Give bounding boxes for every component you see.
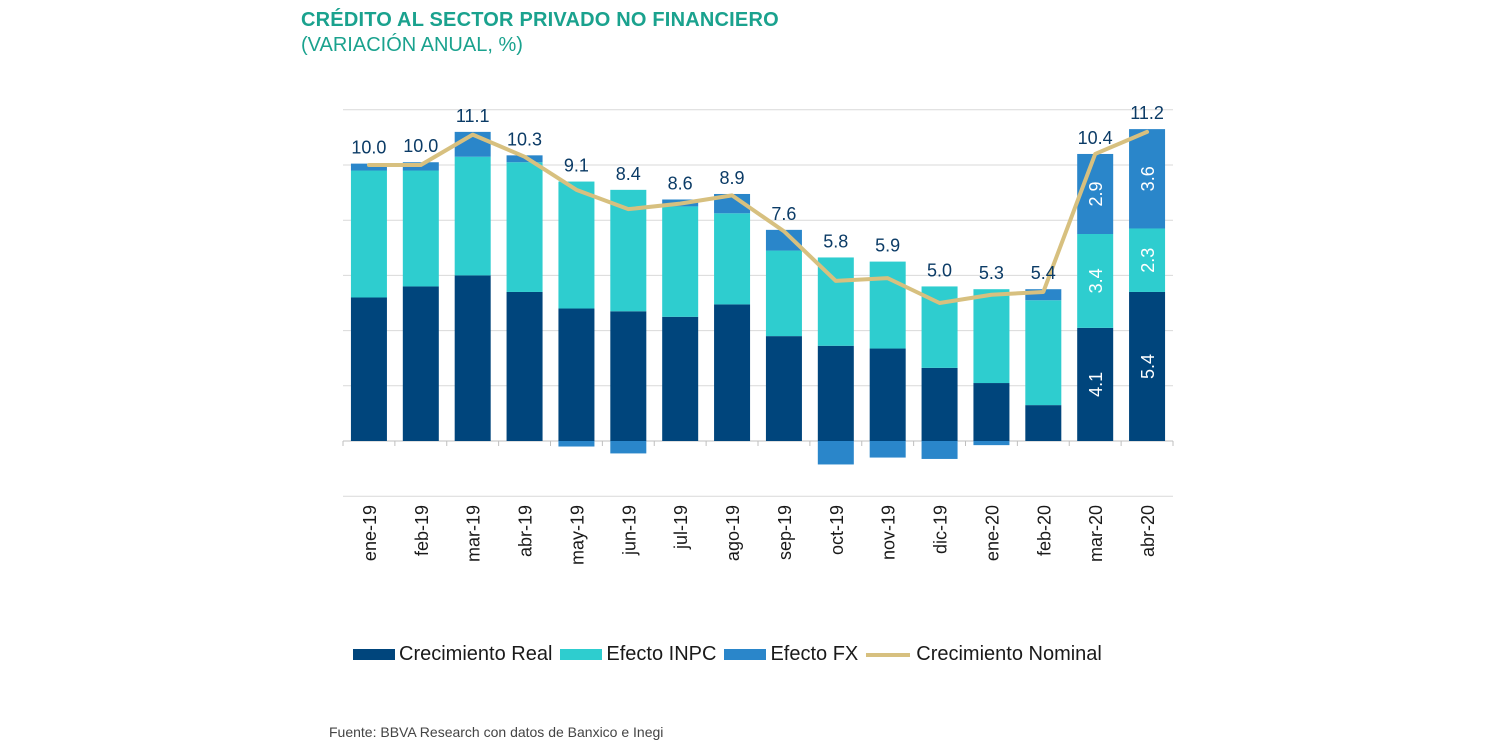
x-tick-label: ene-19 [360, 505, 380, 561]
bar-inpc [350, 170, 387, 298]
bar-inpc [973, 289, 1010, 384]
legend-swatch-inpc [560, 649, 603, 660]
bar-real [765, 336, 802, 441]
chart-title: CRÉDITO AL SECTOR PRIVADO NO FINANCIERO [301, 9, 779, 31]
legend-swatch-real [353, 649, 395, 660]
legend: Crecimiento Real Efecto INPC Efecto FX C… [353, 643, 1110, 666]
x-tick-label: abr-20 [1138, 505, 1158, 557]
data-label-nominal: 11.2 [1130, 103, 1164, 123]
data-label-nominal: 5.4 [1031, 263, 1056, 283]
bar-fx [610, 441, 647, 454]
x-tick-label: nov-19 [879, 505, 899, 560]
data-label-segment-real: 4.1 [1086, 372, 1106, 397]
data-label-nominal: 7.6 [771, 204, 796, 224]
legend-item-inpc: Efecto INPC [560, 643, 716, 666]
data-label-segment-inpc: 3.4 [1086, 268, 1106, 293]
data-label-nominal: 10.3 [507, 129, 542, 149]
data-label-nominal: 8.9 [720, 168, 745, 188]
bar-inpc [1025, 300, 1062, 406]
data-label-nominal: 8.4 [616, 164, 641, 184]
legend-item-real: Crecimiento Real [353, 643, 552, 666]
x-tick-label: jul-19 [671, 505, 691, 550]
bar-real [973, 383, 1010, 441]
bar-fx [1025, 289, 1062, 301]
bar-inpc [558, 181, 595, 309]
bar-real [558, 308, 595, 441]
x-tick-label: jun-19 [619, 505, 639, 556]
bar-fx [350, 163, 387, 171]
data-label-nominal: 5.9 [875, 236, 900, 256]
bar-fx [817, 441, 854, 465]
x-tick-label: mar-19 [464, 505, 484, 562]
bar-inpc [714, 213, 751, 305]
bar-real [1025, 405, 1062, 441]
bar-real [1077, 327, 1114, 441]
stacked-bar-line-chart: ene-19 feb-19 mar-19 abr-19 may-19 jun-19 jul-… [342, 103, 1174, 565]
data-label-nominal: 5.0 [927, 260, 952, 280]
bar-fx [1077, 153, 1114, 234]
x-tick-label: ago-19 [723, 505, 743, 561]
bar-inpc [506, 162, 543, 292]
bar-inpc [765, 250, 802, 337]
bar-real [454, 275, 491, 441]
x-tick-label: mar-20 [1086, 505, 1106, 562]
bar-inpc [869, 261, 906, 349]
bar-inpc [402, 170, 439, 287]
bar-fx [921, 441, 958, 459]
data-label-nominal: 5.8 [823, 231, 848, 251]
x-tick-label: may-19 [567, 505, 587, 565]
x-tick-label: dic-19 [931, 505, 951, 554]
data-label-segment-fx: 2.9 [1086, 181, 1106, 206]
x-tick-label: sep-19 [775, 505, 795, 560]
bar-real [350, 297, 387, 441]
data-label-nominal: 10.4 [1078, 128, 1113, 148]
bar-inpc [662, 206, 699, 317]
bar-fx [869, 441, 906, 458]
x-tick-label: abr-19 [516, 505, 536, 557]
bar-inpc [1129, 228, 1166, 292]
chart-subtitle: (VARIACIÓN ANUAL, %) [301, 34, 523, 56]
x-tick-label: ene-20 [982, 505, 1002, 561]
bar-real [921, 367, 958, 441]
legend-item-nominal: Crecimiento Nominal [866, 643, 1102, 666]
bar-fx [765, 229, 802, 251]
data-label-nominal: 11.1 [456, 106, 490, 126]
data-label-nominal: 9.1 [564, 156, 589, 176]
legend-swatch-fx [724, 649, 767, 660]
bar-fx [1129, 129, 1166, 229]
legend-label-nominal: Crecimiento Nominal [916, 643, 1102, 665]
data-label-nominal: 5.3 [979, 263, 1004, 283]
data-label-nominal: 10.0 [403, 136, 438, 156]
bar-inpc [1077, 234, 1114, 328]
bar-real [817, 345, 854, 441]
bar-real [506, 291, 543, 441]
data-label-nominal: 8.6 [668, 174, 693, 194]
source-note: Fuente: BBVA Research con datos de Banxi… [329, 724, 664, 740]
bar-real [402, 286, 439, 441]
legend-item-fx: Efecto FX [724, 643, 858, 666]
bar-fx [558, 441, 595, 447]
bar-real [1129, 291, 1166, 441]
legend-label-fx: Efecto FX [770, 643, 859, 665]
bar-inpc [454, 156, 491, 276]
x-tick-label: oct-19 [827, 505, 847, 555]
legend-label-inpc: Efecto INPC [606, 643, 717, 665]
legend-swatch-nominal [866, 652, 911, 657]
data-label-segment-real: 5.4 [1138, 354, 1158, 379]
data-label-segment-fx: 3.6 [1138, 166, 1158, 191]
x-tick-label: feb-19 [412, 505, 432, 556]
legend-label-real: Crecimiento Real [399, 643, 553, 665]
bar-real [869, 348, 906, 441]
bar-real [610, 311, 647, 441]
bar-real [714, 304, 751, 441]
line-nominal [366, 129, 1150, 305]
bar-fx [973, 441, 1010, 446]
data-label-segment-inpc: 2.3 [1138, 248, 1158, 273]
data-label-nominal: 10.0 [351, 138, 386, 158]
bar-real [662, 316, 699, 441]
x-tick-label: feb-20 [1034, 505, 1054, 556]
